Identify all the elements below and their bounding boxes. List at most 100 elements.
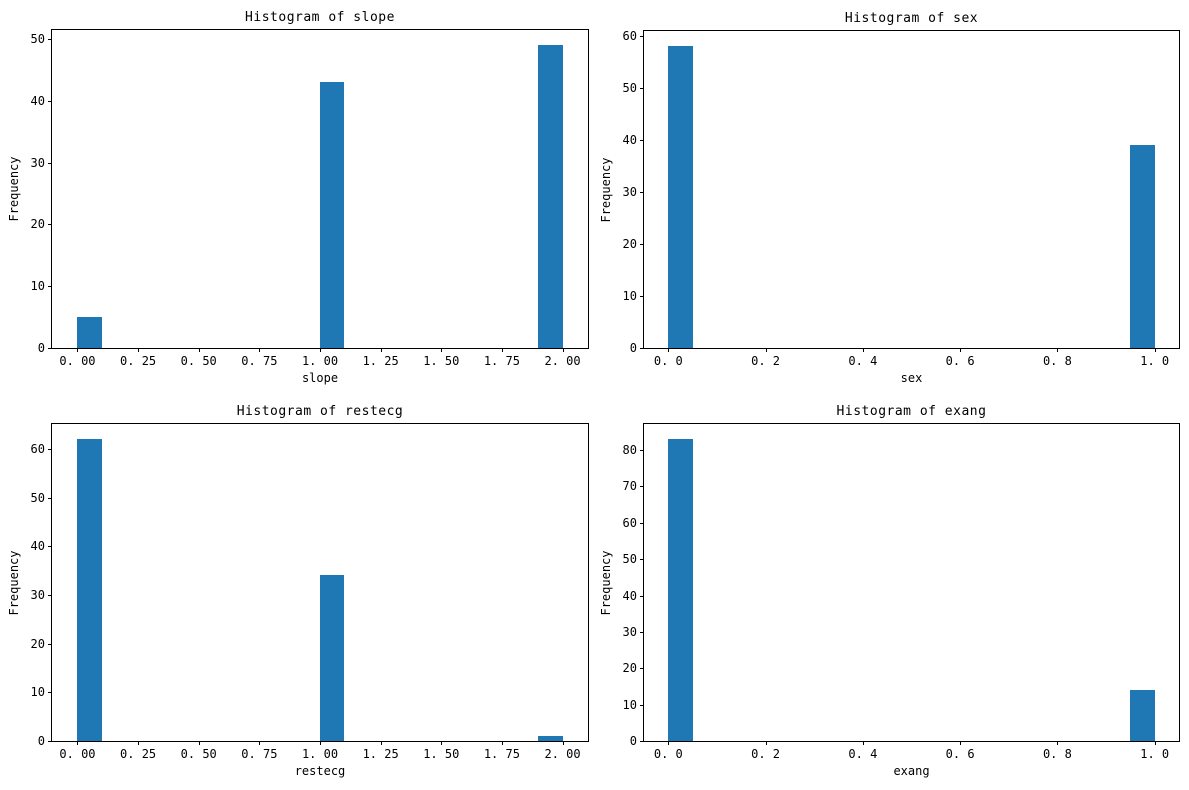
x-tick-mark — [562, 348, 564, 352]
x-tick-label: 0. 2 — [751, 354, 781, 368]
y-tick-mark — [48, 224, 52, 226]
x-tick-mark — [77, 741, 79, 745]
x-tick-label: 1. 00 — [301, 747, 339, 761]
y-axis-label-exang: Frequency — [599, 549, 613, 616]
x-tick-mark — [765, 348, 767, 352]
y-tick-mark — [48, 497, 52, 499]
x-tick-mark — [1057, 741, 1059, 745]
y-tick-label: 0 — [37, 341, 45, 355]
y-tick-label: 0 — [629, 734, 637, 748]
x-tick-label: 0. 0 — [653, 747, 683, 761]
x-tick-mark — [1154, 348, 1156, 352]
x-tick-mark — [668, 348, 670, 352]
x-tick-mark — [259, 348, 261, 352]
x-tick-mark — [765, 741, 767, 745]
x-tick-label: 1. 0 — [1140, 354, 1170, 368]
y-tick-mark — [640, 559, 644, 561]
x-tick-mark — [862, 348, 864, 352]
x-tick-label: 1. 50 — [423, 354, 460, 368]
x-axis-label-exang: exang — [893, 764, 930, 778]
y-tick-mark — [640, 191, 644, 193]
chart-title-exang: Histogram of exang — [836, 404, 987, 419]
x-tick-label: 0. 8 — [1042, 747, 1072, 761]
y-tick-label: 30 — [30, 155, 45, 170]
x-tick-mark — [320, 741, 321, 745]
y-tick-label: 40 — [30, 93, 45, 108]
histogram-bar-sex-1 — [1130, 145, 1155, 348]
histogram-bar-restecg-0 — [77, 439, 102, 741]
x-tick-mark — [138, 741, 140, 745]
x-tick-mark — [960, 348, 962, 352]
x-tick-mark — [77, 348, 79, 352]
x-axis-label-restecg: restecg — [294, 764, 346, 778]
y-tick-mark — [48, 38, 52, 40]
y-tick-mark — [640, 450, 644, 451]
x-tick-mark — [198, 741, 200, 745]
y-tick-mark — [48, 643, 52, 645]
x-tick-label: 1. 50 — [423, 747, 460, 761]
x-tick-label: 2. 00 — [544, 354, 581, 368]
y-tick-label: 10 — [622, 697, 637, 712]
y-tick-label: 40 — [30, 539, 45, 554]
y-tick-mark — [640, 522, 644, 524]
y-tick-label: 60 — [622, 28, 637, 43]
x-tick-label: 0. 25 — [120, 747, 157, 761]
chart-title-slope: Histogram of slope — [245, 10, 395, 25]
x-tick-mark — [259, 741, 261, 745]
y-tick-mark — [48, 546, 52, 548]
x-tick-label: 0. 75 — [241, 747, 278, 761]
subplot-slope-axes: 0. 00 0. 25 0. 50 0. 75 1. 00 1. 25 1. 50 1. 75… — [7, 10, 589, 385]
histogram-bar-slope-0 — [77, 317, 102, 348]
x-tick-mark — [501, 741, 503, 745]
y-tick-label: 70 — [622, 479, 637, 494]
y-tick-label: 40 — [622, 132, 637, 147]
x-tick-label: 2. 00 — [544, 747, 581, 761]
histogram-bar-exang-1 — [1130, 690, 1155, 741]
x-tick-mark — [320, 348, 321, 352]
x-tick-label: 0. 0 — [653, 354, 683, 368]
x-tick-label: 1. 75 — [483, 354, 520, 368]
y-tick-mark — [640, 243, 644, 245]
y-axis-label-slope: Frequency — [7, 156, 21, 222]
y-tick-label: 20 — [30, 217, 45, 232]
x-tick-label: 0. 4 — [848, 747, 878, 761]
y-tick-label: 60 — [622, 515, 637, 530]
y-tick-label: 20 — [30, 636, 45, 651]
histogram-bar-slope-2 — [538, 45, 563, 348]
y-tick-mark — [48, 348, 52, 349]
x-tick-label: 1. 0 — [1140, 747, 1170, 761]
x-tick-label: 0. 8 — [1042, 354, 1072, 368]
x-tick-mark — [562, 741, 564, 745]
y-tick-mark — [48, 692, 52, 694]
y-tick-mark — [640, 741, 644, 742]
x-tick-mark — [1154, 741, 1156, 745]
y-tick-mark — [640, 35, 644, 37]
x-tick-mark — [380, 348, 382, 352]
y-tick-label: 30 — [622, 624, 637, 639]
y-axis-label-restecg: Frequency — [7, 549, 21, 616]
x-tick-mark — [668, 741, 670, 745]
y-tick-label: 30 — [622, 184, 637, 199]
y-tick-mark — [48, 162, 52, 164]
x-tick-mark — [862, 741, 864, 745]
x-tick-label: 0. 75 — [241, 354, 278, 368]
y-tick-label: 50 — [30, 490, 45, 505]
x-tick-mark — [138, 348, 140, 352]
histogram-bar-exang-0 — [668, 439, 693, 741]
y-tick-label: 50 — [622, 552, 637, 567]
x-tick-label: 1. 25 — [362, 747, 399, 761]
y-tick-mark — [48, 741, 52, 742]
y-tick-mark — [640, 595, 644, 597]
chart-title-restecg: Histogram of restecg — [236, 404, 404, 419]
x-tick-label: 0. 4 — [848, 354, 878, 368]
y-tick-label: 10 — [30, 685, 45, 700]
x-tick-label: 1. 25 — [362, 354, 399, 368]
histogram-bar-restecg-1 — [320, 575, 345, 741]
y-tick-label: 10 — [30, 279, 45, 294]
y-tick-mark — [640, 348, 644, 349]
subplot-restecg-axes: 0. 00 0. 25 0. 50 0. 75 1. 00 1. 25 1. 50 1. 75… — [7, 404, 589, 778]
histogram-bar-sex-0 — [668, 46, 693, 348]
y-tick-label: 10 — [622, 288, 637, 303]
x-tick-mark — [501, 348, 503, 352]
